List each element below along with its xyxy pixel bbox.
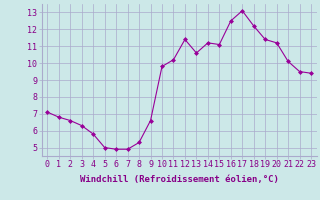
X-axis label: Windchill (Refroidissement éolien,°C): Windchill (Refroidissement éolien,°C) xyxy=(80,175,279,184)
